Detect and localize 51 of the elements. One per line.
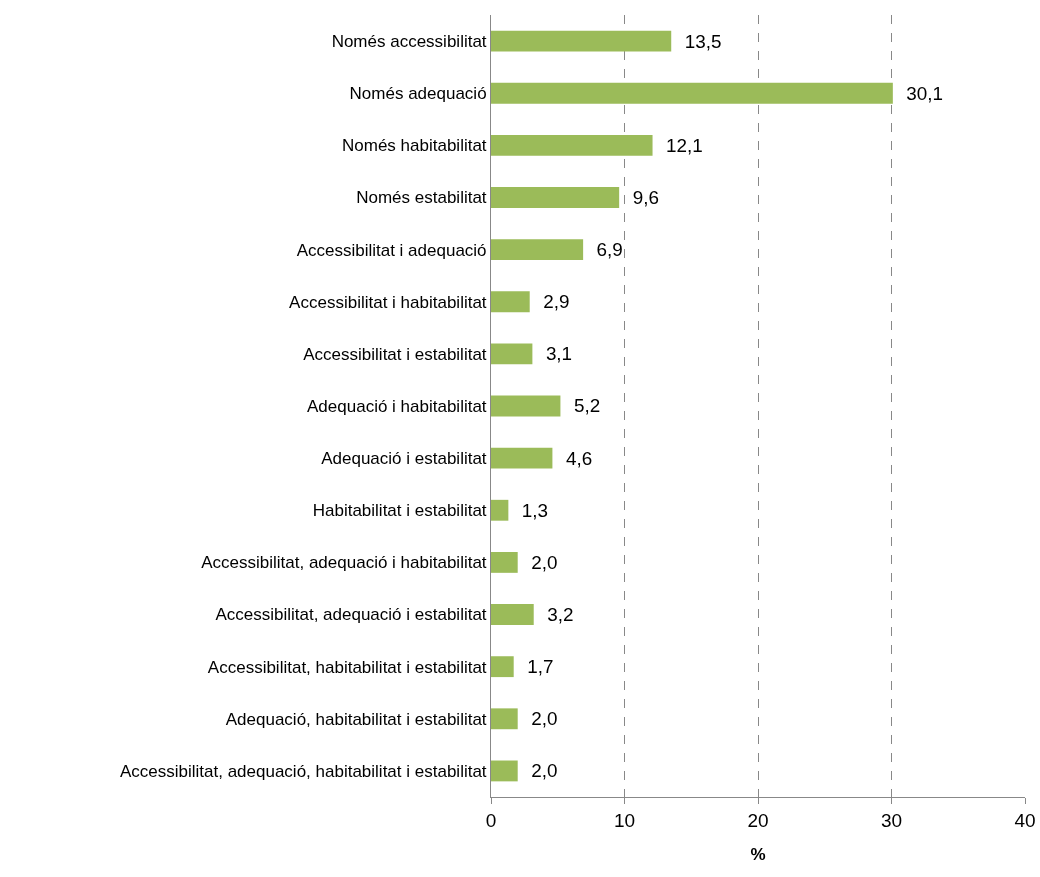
x-tick-label: 40 [1014, 809, 1036, 831]
y-tick-label: Accessibilitat i estabilitat [303, 344, 487, 364]
bar [491, 760, 518, 782]
data-label: 2,0 [520, 760, 558, 782]
data-label: 13,5 [674, 30, 722, 52]
bar [491, 134, 653, 156]
y-tick-label: Adequació, habitabilitat i estabilitat [225, 709, 487, 729]
y-tick-label: Habitabilitat i estabilitat [312, 501, 487, 521]
data-label: 5,2 [563, 395, 601, 417]
y-tick-label: Accessibilitat, habitabilitat i estabilitat [207, 657, 487, 677]
y-tick-label: Adequació i habitabilitat [307, 396, 487, 416]
data-label: 2,0 [520, 551, 558, 573]
bar [491, 82, 893, 104]
y-tick-label: Només accessibilitat [331, 32, 487, 52]
y-tick-label: Accessibilitat i adequació [296, 240, 487, 260]
data-label: 3,1 [535, 343, 573, 365]
y-tick-label: Accessibilitat, adequació i estabilitat [215, 605, 487, 625]
data-label: 1,7 [516, 656, 554, 678]
bar [491, 291, 530, 313]
y-tick-label: Accessibilitat, adequació i habitabilitat [201, 553, 487, 573]
x-tick-label: 10 [613, 809, 636, 831]
x-tick-label: 0 [485, 809, 497, 831]
x-axis-title: % [750, 845, 766, 865]
data-label: 4,6 [555, 447, 593, 469]
bar [491, 604, 534, 625]
y-tick-label: Adequació i estabilitat [321, 449, 487, 469]
y-tick-label: Només estabilitat [356, 188, 487, 208]
x-tick-label: 20 [747, 809, 769, 831]
bar [491, 708, 518, 730]
x-tick-label: 30 [880, 809, 903, 831]
y-tick-label: Accessibilitat, adequació, habitabilitat i estabilitat [119, 761, 487, 781]
bar [491, 395, 561, 417]
data-label: 9,6 [622, 186, 659, 208]
data-label: 12,1 [655, 134, 703, 156]
y-tick-label: Accessibilitat i habitabilitat [289, 292, 487, 312]
bar [491, 239, 584, 261]
bar [491, 343, 533, 365]
data-label: 30,1 [895, 82, 944, 104]
bar [491, 187, 620, 208]
bar [491, 447, 553, 469]
data-label: 2,0 [520, 708, 558, 730]
bar [491, 656, 514, 678]
data-label: 6,9 [586, 239, 623, 261]
y-tick-label: Només habitabilitat [342, 136, 487, 156]
data-label: 2,9 [532, 291, 570, 313]
bar [491, 551, 518, 573]
data-label: 1,3 [511, 499, 549, 521]
bar [491, 30, 672, 52]
data-label: 3,2 [536, 603, 574, 625]
y-tick-label: Només adequació [349, 84, 487, 104]
bar [491, 499, 509, 521]
